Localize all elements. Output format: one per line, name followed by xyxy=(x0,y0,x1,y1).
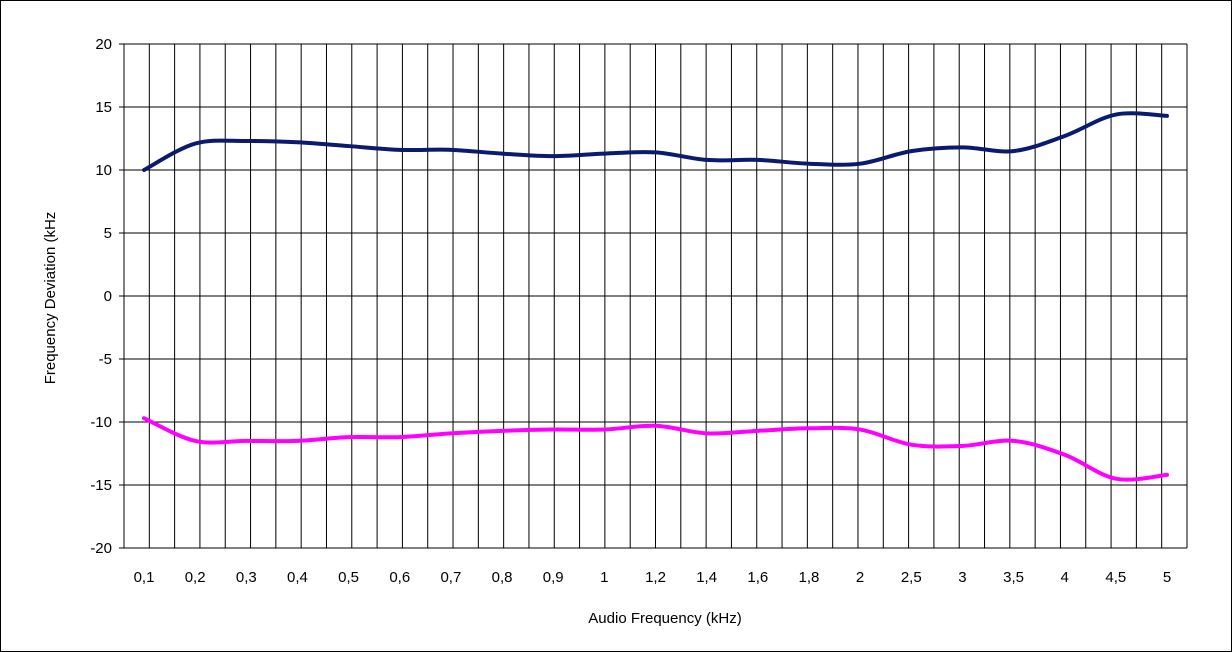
y-tick-label: 20 xyxy=(95,36,112,53)
x-axis-tick-labels: 0,1 0,2 0,3 0,4 0,5 0,6 0,7 0,8 0,9 1 1,2 1,4 1,6 1,8… xyxy=(134,569,1172,586)
series-line-1 xyxy=(142,111,1169,172)
x-tick-label: 1,2 xyxy=(645,569,666,586)
x-tick-label: 1,4 xyxy=(696,569,717,586)
x-tick-label: 0,1 xyxy=(134,569,155,586)
y-tick-label: -20 xyxy=(90,540,112,557)
x-tick-label: 3 xyxy=(958,569,966,586)
x-tick-label: 0,4 xyxy=(287,569,308,586)
series-line-2 xyxy=(142,416,1169,482)
x-tick-label: 4 xyxy=(1061,569,1069,586)
y-tick-label: -5 xyxy=(99,351,112,368)
x-tick-label: 0,8 xyxy=(492,569,513,586)
series-layer xyxy=(142,111,1169,482)
x-tick-label: 2 xyxy=(856,569,864,586)
x-tick-label: 1,8 xyxy=(799,569,820,586)
x-tick-label: 0,2 xyxy=(185,569,206,586)
y-tick-label: 5 xyxy=(104,225,112,242)
y-tick-label: 15 xyxy=(95,99,112,116)
y-tick-label: 10 xyxy=(95,162,112,179)
x-tick-label: 0,3 xyxy=(236,569,257,586)
x-axis-title: Audio Frequency (kHz) xyxy=(588,610,741,627)
y-axis-tick-labels: 20 15 10 5 0 -5 -10 -15 -20 xyxy=(90,36,112,557)
x-tick-label: 1,6 xyxy=(747,569,768,586)
x-tick-label: 0,7 xyxy=(440,569,461,586)
x-tick-label: 4,5 xyxy=(1105,569,1126,586)
x-tick-label: 0,6 xyxy=(389,569,410,586)
y-tick-label: 0 xyxy=(104,288,112,305)
x-tick-label: 3,5 xyxy=(1003,569,1024,586)
grid-lines xyxy=(119,43,1188,549)
x-tick-label: 0,9 xyxy=(543,569,564,586)
x-tick-label: 5 xyxy=(1163,569,1171,586)
x-tick-label: 1 xyxy=(600,569,608,586)
x-tick-label: 0,5 xyxy=(338,569,359,586)
y-tick-label: -10 xyxy=(90,414,112,431)
x-tick-label: 2,5 xyxy=(901,569,922,586)
y-axis-title: Frequency Deviation (kHz xyxy=(42,212,59,385)
y-tick-label: -15 xyxy=(90,477,112,494)
